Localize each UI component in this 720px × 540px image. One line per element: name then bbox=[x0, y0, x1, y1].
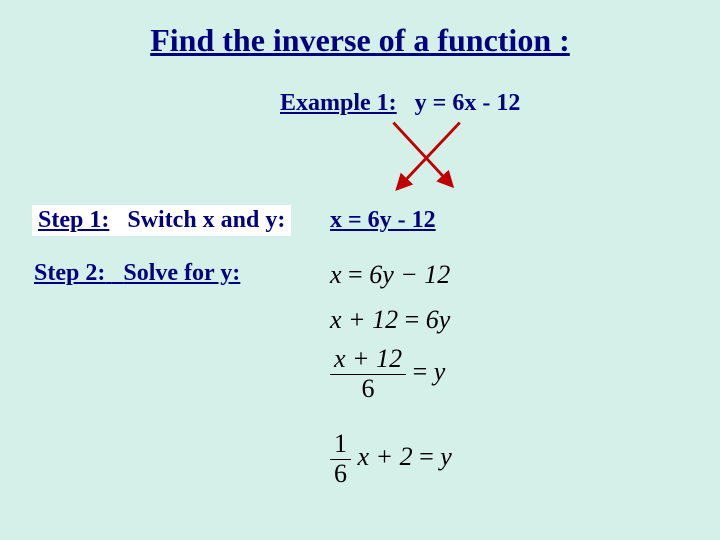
example-equation bbox=[403, 90, 415, 116]
step1-text bbox=[115, 207, 127, 233]
example-line: Example 1: y = 6x - 12 bbox=[280, 90, 520, 117]
step1-box: Step 1: Switch x and y: bbox=[32, 205, 291, 236]
m3-den: 6 bbox=[330, 375, 406, 404]
math-line-4: 1 6 x + 2 = y bbox=[330, 430, 452, 488]
example-label: Example 1: bbox=[280, 90, 397, 116]
step1-result-text: x = 6y - 12 bbox=[330, 207, 436, 233]
step2-text bbox=[111, 260, 123, 286]
m2-lhs: x + 12 bbox=[330, 305, 398, 334]
example-eq-text: y = 6x - 12 bbox=[415, 90, 521, 116]
m2-rhs: 6y bbox=[426, 305, 451, 334]
swap-arrows-icon bbox=[380, 115, 530, 205]
step1-label: Step 1: bbox=[38, 207, 109, 233]
m1-rhs: 6y − 12 bbox=[369, 260, 450, 289]
math-line-2: x + 12 = 6y bbox=[330, 305, 450, 335]
m1-lhs: x bbox=[330, 260, 342, 289]
m4-den: 6 bbox=[330, 460, 351, 489]
m4-mid: x + 2 bbox=[358, 442, 413, 471]
step1-text-content: Switch x and y: bbox=[127, 207, 285, 233]
m4-num: 1 bbox=[330, 430, 351, 460]
math-line-1: x = 6y − 12 bbox=[330, 260, 450, 290]
page-title: Find the inverse of a function : bbox=[0, 22, 720, 59]
step2-line: Step 2: Solve for y: bbox=[34, 260, 240, 287]
step1-result: x = 6y - 12 bbox=[330, 207, 436, 234]
m3-frac: x + 12 6 bbox=[330, 345, 406, 403]
step2-label: Step 2: bbox=[34, 260, 105, 286]
m4-frac: 1 6 bbox=[330, 430, 351, 488]
m4-rhs: y bbox=[440, 442, 452, 471]
m3-num: x + 12 bbox=[330, 345, 406, 375]
math-line-3: x + 12 6 = y bbox=[330, 345, 445, 403]
step2-text-content: Solve for y: bbox=[123, 260, 240, 286]
m3-rhs: y bbox=[434, 357, 446, 386]
